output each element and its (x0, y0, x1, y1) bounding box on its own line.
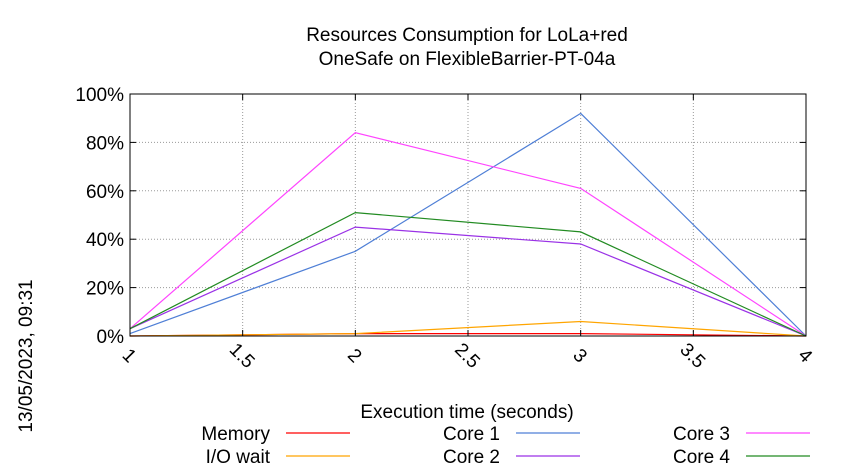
chart-title-line-1: Resources Consumption for LoLa+red (306, 25, 628, 46)
grid-lines (130, 94, 806, 336)
y-tick-label: 40% (86, 230, 124, 251)
chart-title-line-2: OneSafe on FlexibleBarrier-PT-04a (319, 49, 616, 70)
series-line-core-4 (129, 211, 807, 337)
x-tick-label: 2 (343, 345, 365, 367)
legend-label: I/O wait (206, 447, 271, 468)
chart-title: Resources Consumption for LoLa+red OneSa… (306, 25, 628, 70)
series-line-core-1 (129, 112, 807, 337)
series-lines (129, 112, 807, 337)
y-tick-label: 20% (86, 279, 124, 300)
y-axis-ticks: 0% 20% 40% 60% 80% 100% (75, 85, 806, 348)
legend-item-i-o-wait: I/O wait (206, 447, 350, 468)
x-axis-ticks: 1 1.5 2 2.5 3 3.5 4 (118, 94, 817, 373)
x-tick-label: 3.5 (676, 339, 710, 373)
series-line-core-2 (129, 226, 807, 337)
series-line-core-3 (129, 132, 807, 337)
legend-item-memory: Memory (201, 424, 350, 445)
y-tick-label: 0% (97, 327, 125, 348)
x-tick-label: 2.5 (450, 339, 484, 373)
legend-item-core-4: Core 4 (673, 447, 810, 468)
timestamp-label: 13/05/2023, 09:31 (16, 279, 37, 432)
x-tick-label: 1.5 (225, 339, 259, 373)
y-tick-label: 80% (86, 133, 124, 154)
legend-label: Core 4 (673, 447, 730, 468)
legend-item-core-2: Core 2 (443, 447, 580, 468)
legend-label: Core 1 (443, 424, 500, 445)
y-tick-label: 60% (86, 182, 124, 203)
legend-label: Core 3 (673, 424, 730, 445)
legend-label: Core 2 (443, 447, 500, 468)
x-tick-label: 1 (118, 345, 140, 367)
legend-item-core-3: Core 3 (673, 424, 810, 445)
x-tick-label: 3 (568, 345, 590, 367)
x-tick-label: 4 (794, 345, 817, 368)
x-axis-label: Execution time (seconds) (360, 402, 573, 423)
legend-label: Memory (201, 424, 270, 445)
y-tick-label: 100% (75, 85, 124, 106)
legend-item-core-1: Core 1 (443, 424, 580, 445)
